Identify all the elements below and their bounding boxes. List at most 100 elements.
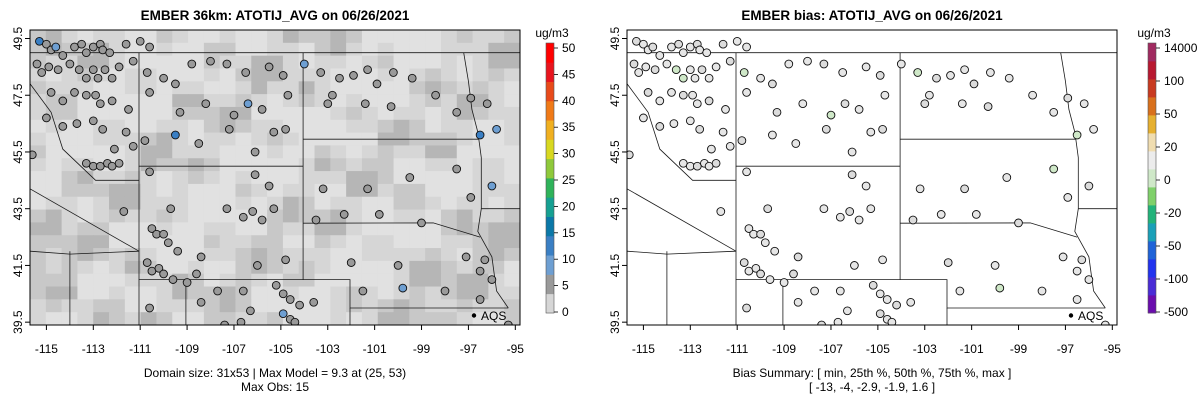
model-grid-cell: [504, 145, 520, 159]
model-grid-cell: [45, 119, 63, 134]
station-marker: [475, 266, 485, 276]
station-marker: [946, 71, 955, 80]
station-marker: [206, 56, 215, 66]
model-grid-cell: [472, 222, 489, 236]
station-marker: [360, 99, 370, 109]
model-grid-cell: [425, 68, 442, 82]
model-grid-cell: [140, 30, 157, 44]
model-grid-cell: [267, 30, 284, 44]
model-grid-cell: [393, 235, 410, 249]
model-grid-cell: [330, 312, 347, 325]
station-marker: [838, 68, 848, 77]
model-grid-cell: [393, 248, 410, 262]
model-grid-cell: [361, 209, 379, 223]
model-grid-cell: [267, 260, 284, 275]
model-grid-cell: [440, 68, 458, 82]
model-grid-cell: [330, 196, 347, 211]
model-grid-cell: [219, 183, 236, 198]
station-marker: [1004, 73, 1014, 83]
model-grid-cell: [251, 119, 268, 134]
model-grid-cell: [140, 106, 157, 121]
model-grid-cell: [377, 42, 395, 57]
station-marker: [833, 317, 843, 325]
station-marker: [224, 124, 234, 134]
model-grid-cell: [156, 42, 173, 57]
model-grid-cell: [472, 196, 489, 211]
colorbar-swatch: [546, 81, 554, 102]
station-marker: [171, 130, 180, 140]
model-grid-cell: [298, 183, 316, 198]
model-grid-cell: [472, 158, 489, 172]
model-grid-cell: [346, 248, 363, 262]
model-grid-cell: [30, 196, 47, 211]
model-grid-cell: [282, 286, 300, 300]
model-grid-cell: [61, 145, 78, 159]
model-grid-cell: [140, 209, 157, 223]
model-grid-cell: [30, 81, 47, 95]
station-marker: [182, 278, 192, 287]
station-marker: [107, 96, 117, 106]
model-grid-cell: [172, 209, 189, 223]
model-grid-cell: [361, 235, 379, 249]
model-grid-cell: [425, 55, 442, 69]
legend-aqs-label: AQS: [1078, 309, 1103, 323]
model-grid-cell: [30, 119, 47, 134]
colorbar-swatch: [546, 274, 554, 295]
model-grid-cell: [203, 119, 221, 134]
model-grid-cell: [456, 299, 474, 313]
model-grid-cell: [30, 312, 47, 325]
model-grid-cell: [77, 55, 94, 69]
station-marker: [253, 261, 262, 270]
x-tick-label: -103: [316, 342, 340, 356]
model-grid-cell: [393, 55, 410, 69]
model-grid-cell: [456, 68, 474, 82]
station-marker: [798, 99, 808, 109]
colorbar-tick-label: 20: [562, 199, 576, 213]
station-marker: [875, 309, 885, 319]
model-grid-cell: [488, 222, 505, 236]
model-grid-cell: [219, 209, 236, 223]
y-tick-label: 41.5: [608, 253, 622, 277]
model-grid-cell: [298, 106, 316, 121]
model-grid-cell: [456, 42, 474, 57]
station-marker: [124, 105, 133, 114]
model-grid-cell: [488, 132, 505, 146]
station-marker: [107, 73, 117, 83]
model-grid-cell: [45, 132, 63, 146]
station-marker: [995, 283, 1005, 293]
model-grid-cell: [93, 286, 110, 300]
station-marker: [674, 39, 683, 49]
station-marker: [187, 59, 197, 69]
state-border: [627, 82, 736, 181]
model-grid-cell: [425, 171, 442, 185]
model-grid-cell: [45, 299, 63, 313]
colorbar-swatch: [1148, 223, 1156, 242]
legend-aqs-dot: [1068, 313, 1074, 318]
model-grid-cell: [409, 30, 426, 44]
model-grid-cell: [456, 209, 474, 223]
model-grid-cell: [203, 183, 221, 198]
station-marker: [925, 90, 934, 100]
model-grid-cell: [314, 158, 331, 172]
station-marker: [358, 286, 368, 296]
state-border: [627, 188, 737, 252]
model-grid-cell: [488, 248, 505, 262]
plot-frame: [626, 29, 1118, 326]
model-grid-cell: [504, 209, 520, 223]
station-marker: [1063, 193, 1073, 202]
model-grid-cell: [330, 30, 347, 44]
station-marker: [154, 263, 164, 273]
station-marker: [718, 39, 728, 49]
model-grid-cell: [61, 68, 78, 82]
model-grid-cell: [219, 30, 236, 44]
model-grid-cell: [393, 299, 410, 313]
model-grid-cell: [298, 222, 316, 236]
model-grid-cell: [156, 183, 173, 198]
model-grid-cell: [188, 196, 205, 211]
model-grid-cell: [346, 209, 363, 223]
station-marker: [892, 300, 901, 310]
station-marker: [784, 59, 794, 69]
model-grid-cell: [251, 235, 268, 249]
model-grid-cell: [267, 94, 284, 108]
model-grid-cell: [298, 145, 316, 159]
